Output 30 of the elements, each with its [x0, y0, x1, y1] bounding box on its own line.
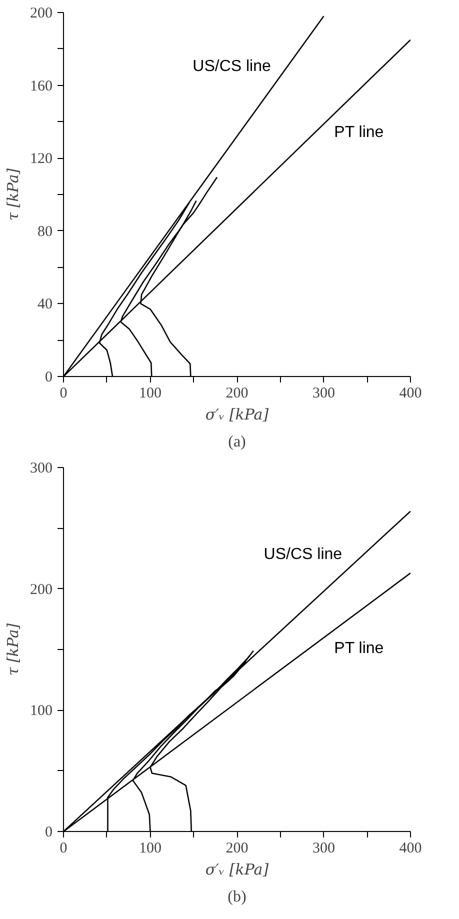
- x-tick-label: 100: [139, 840, 162, 856]
- y-tick-label: 200: [30, 6, 52, 22]
- x-axis-title: σ′ᵥ [kPa]: [205, 406, 269, 424]
- text: (b): [228, 888, 246, 906]
- y-tick-label: 0: [45, 370, 52, 386]
- x-tick-label: 0: [60, 840, 68, 856]
- series-label: PT line: [334, 640, 384, 657]
- y-tick-label: 0: [45, 824, 52, 840]
- x-tick-label: 100: [139, 386, 162, 402]
- series-label: US/CS line: [192, 58, 272, 76]
- series-label: PT line: [334, 124, 384, 141]
- series-label: US/CS line: [264, 546, 342, 563]
- x-tick-label: 0: [60, 386, 68, 402]
- x-tick-label: 200: [226, 386, 248, 402]
- y-tick-label: 160: [30, 78, 52, 94]
- y-axis-title: τ [kPa]: [4, 168, 22, 221]
- x-tick-label: 400: [399, 840, 422, 856]
- text: (a): [228, 434, 246, 450]
- y-axis-title: τ [kPa]: [4, 623, 22, 676]
- x-tick-label: 300: [312, 840, 335, 856]
- y-tick-label: 80: [38, 224, 52, 240]
- x-tick-label: 200: [226, 840, 248, 856]
- x-axis-title: σ′ᵥ [kPa]: [205, 860, 269, 878]
- y-tick-label: 300: [30, 460, 52, 476]
- y-tick-label: 100: [30, 703, 52, 720]
- y-tick-label: 120: [30, 151, 52, 168]
- x-tick-label: 400: [399, 386, 422, 402]
- y-tick-label: 40: [38, 296, 52, 313]
- x-tick-label: 300: [312, 386, 335, 402]
- y-tick-label: 200: [30, 582, 52, 598]
